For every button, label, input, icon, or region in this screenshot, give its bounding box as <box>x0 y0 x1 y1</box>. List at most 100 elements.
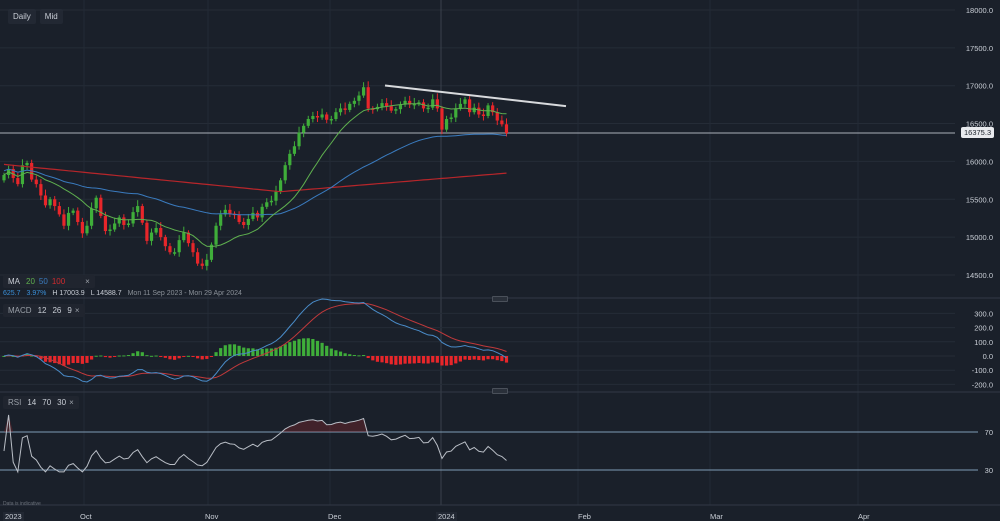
macd-histogram-bar <box>11 355 15 357</box>
x-axis-label: Dec <box>328 512 342 521</box>
macd-histogram-bar <box>306 338 310 356</box>
macd-histogram-bar <box>89 356 94 360</box>
ma-label: MA <box>8 277 20 286</box>
macd-histogram-bar <box>145 355 149 357</box>
candle <box>449 117 453 120</box>
rsi-lower: 30 <box>57 398 67 407</box>
macd-histogram-bar <box>357 355 361 357</box>
candle <box>292 146 297 154</box>
close-rsi-icon[interactable]: × <box>69 398 74 407</box>
candle <box>228 209 232 214</box>
low-value: L 14588.7 <box>90 290 122 297</box>
candle <box>500 120 504 125</box>
candle <box>177 240 181 253</box>
macd-histogram-bar <box>117 355 121 357</box>
candle <box>200 263 204 266</box>
candle <box>412 103 416 106</box>
candle <box>136 206 140 213</box>
candle <box>108 229 112 232</box>
macd-histogram-bar <box>265 348 269 356</box>
x-axis-label: Oct <box>80 512 92 521</box>
candle <box>417 102 421 104</box>
daily-button[interactable]: Daily <box>8 9 36 24</box>
macd-histogram-bar <box>62 356 66 366</box>
macd-histogram-bar <box>431 356 435 363</box>
pane-resize-handle[interactable] <box>492 388 508 394</box>
candle <box>463 99 467 104</box>
macd-histogram-bar <box>385 356 389 364</box>
macd-histogram-bar <box>163 356 167 358</box>
candle <box>242 221 246 225</box>
macd-slow: 26 <box>52 306 62 315</box>
ma50-label: 50 <box>38 277 48 286</box>
candle <box>306 119 310 126</box>
candle <box>274 191 278 201</box>
macd-histogram-bar <box>113 356 117 357</box>
macd-histogram-bar <box>2 356 6 357</box>
candle <box>279 180 283 192</box>
macd-histogram-bar <box>283 344 287 356</box>
x-axis-label: 2024 <box>436 512 457 521</box>
candle <box>223 209 227 215</box>
macd-histogram-bar <box>149 355 154 357</box>
macd-histogram-bar <box>242 347 246 356</box>
candle <box>468 99 472 113</box>
macd-histogram-bar <box>408 356 412 364</box>
candle <box>251 212 255 219</box>
candle <box>481 114 486 116</box>
close-ma-icon[interactable]: × <box>85 277 90 286</box>
price-axis-label: 16500.0 <box>966 120 993 129</box>
macd-histogram-bar <box>398 356 403 365</box>
candle <box>154 228 158 233</box>
macd-histogram-bar <box>122 355 126 357</box>
candle <box>389 106 393 111</box>
ma100-line <box>3 163 507 193</box>
candle <box>149 232 154 241</box>
macd-histogram-bar <box>417 356 421 364</box>
close-macd-icon[interactable]: × <box>74 306 80 315</box>
candle <box>209 244 214 260</box>
macd-histogram-bar <box>454 356 458 364</box>
macd-histogram-bar <box>154 355 158 357</box>
candle <box>57 206 61 215</box>
macd-histogram-bar <box>57 356 61 365</box>
candle <box>311 115 315 120</box>
candle <box>172 252 177 254</box>
candle <box>168 246 172 253</box>
macd-histogram-bar <box>472 356 476 360</box>
macd-histogram-bar <box>136 351 140 356</box>
macd-histogram-bar <box>172 356 177 360</box>
pane-resize-handle[interactable] <box>492 296 508 302</box>
macd-histogram-bar <box>343 353 347 356</box>
candle <box>85 225 89 234</box>
macd-histogram-bar <box>214 352 218 356</box>
candle <box>214 225 218 245</box>
macd-axis-label: -100.0 <box>972 366 993 375</box>
candle <box>71 210 75 213</box>
candle <box>66 212 71 226</box>
macd-histogram-bar <box>232 344 237 356</box>
ma-legend: MA 20 50 100 × <box>3 275 95 288</box>
candle <box>126 223 131 225</box>
mid-button[interactable]: Mid <box>39 9 63 24</box>
candle <box>472 107 476 113</box>
rsi-line <box>3 414 507 474</box>
candle <box>477 107 481 115</box>
macd-histogram-bar <box>159 356 163 357</box>
macd-histogram-bar <box>361 355 366 357</box>
macd-histogram-bar <box>30 355 34 357</box>
candle <box>491 105 495 113</box>
candle <box>53 199 57 207</box>
macd-histogram-bar <box>182 356 186 357</box>
date-range: Mon 11 Sep 2023 - Mon 29 Apr 2024 <box>127 290 242 297</box>
macd-histogram-bar <box>219 348 223 356</box>
macd-histogram-bar <box>320 342 324 356</box>
macd-histogram-bar <box>200 356 204 360</box>
macd-histogram-bar <box>352 355 356 357</box>
candle <box>140 206 144 223</box>
candle <box>122 217 126 225</box>
macd-histogram-bar <box>269 348 273 356</box>
macd-histogram-bar <box>209 356 214 357</box>
timeframe-toolbar: Daily Mid <box>8 9 63 24</box>
